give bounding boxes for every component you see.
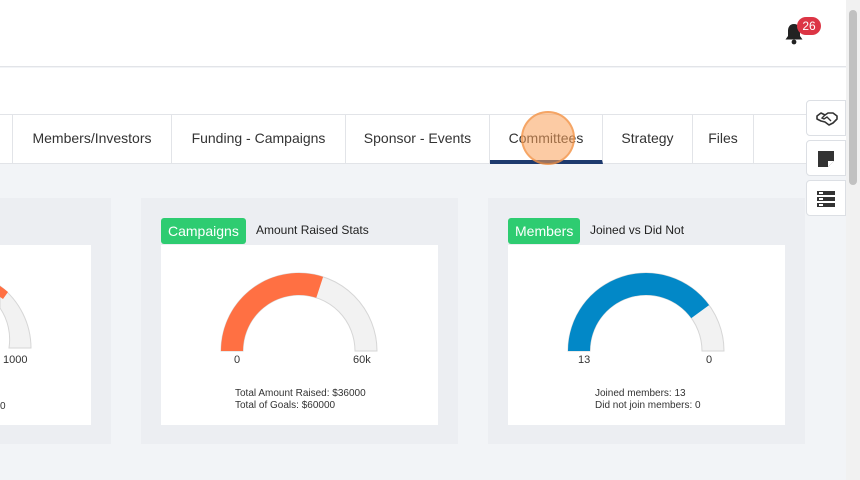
campaigns-total-goals: Total of Goals: $60000 [235, 400, 336, 411]
section-tabs: Members/Investors Funding - Campaigns Sp… [0, 114, 846, 164]
header-band [0, 68, 846, 114]
gauge-card-partial: 1000 0 [0, 198, 111, 444]
notification-count-badge: 26 [797, 17, 821, 35]
members-gauge-chart [567, 272, 725, 352]
members-not-joined-count: Did not join members: 0 [595, 400, 701, 411]
gauge-chart [0, 285, 32, 349]
members-joined-count: Joined members: 13 [595, 388, 686, 399]
members-gauge-panel: 13 0 Joined members: 13 Did not join mem… [508, 245, 785, 425]
tab-committees[interactable]: Committees [490, 115, 603, 164]
campaigns-gauge-fill [221, 273, 324, 351]
tab-strategy[interactable]: Strategy [603, 115, 693, 164]
server-list-button[interactable] [806, 180, 846, 216]
page-scrollbar[interactable] [846, 0, 860, 480]
note-button[interactable] [806, 140, 846, 176]
handshake-button[interactable] [806, 100, 846, 136]
members-gauge-min-label: 13 [578, 354, 591, 366]
gauge-panel: 1000 0 [0, 245, 91, 425]
tab-funding-campaigns[interactable]: Funding - Campaigns [172, 115, 346, 164]
tab-sponsor-events[interactable]: Sponsor - Events [346, 115, 490, 164]
tab-members-investors[interactable]: Members/Investors [12, 115, 172, 164]
campaigns-gauge-max-label: 60k [353, 354, 371, 366]
top-header: 26 [0, 0, 846, 67]
server-list-icon [817, 191, 835, 207]
campaigns-gauge-panel: 0 60k Total Amount Raised: $36000 Total … [161, 245, 438, 425]
members-subtitle: Joined vs Did Not [590, 223, 685, 237]
campaigns-card: Campaigns Amount Raised Stats 0 60k Tota… [141, 198, 458, 444]
members-gauge-max-label: 0 [706, 354, 713, 366]
members-badge[interactable]: Members [508, 218, 581, 244]
campaigns-gauge-min-label: 0 [234, 354, 241, 366]
gauge-footer-text: 0 [0, 401, 6, 412]
gauge-max-label: 1000 [3, 354, 28, 366]
handshake-icon [816, 112, 838, 126]
campaigns-subtitle: Amount Raised Stats [256, 223, 369, 237]
members-gauge-fill [568, 273, 710, 351]
campaigns-gauge-chart [220, 272, 378, 352]
sticky-note-icon [818, 151, 834, 167]
scrollbar-thumb[interactable] [849, 10, 857, 185]
tab-files[interactable]: Files [693, 115, 754, 164]
members-card: Members Joined vs Did Not 13 0 Joined me… [488, 198, 805, 444]
campaigns-badge[interactable]: Campaigns [161, 218, 246, 244]
campaigns-total-raised: Total Amount Raised: $36000 [235, 388, 366, 399]
